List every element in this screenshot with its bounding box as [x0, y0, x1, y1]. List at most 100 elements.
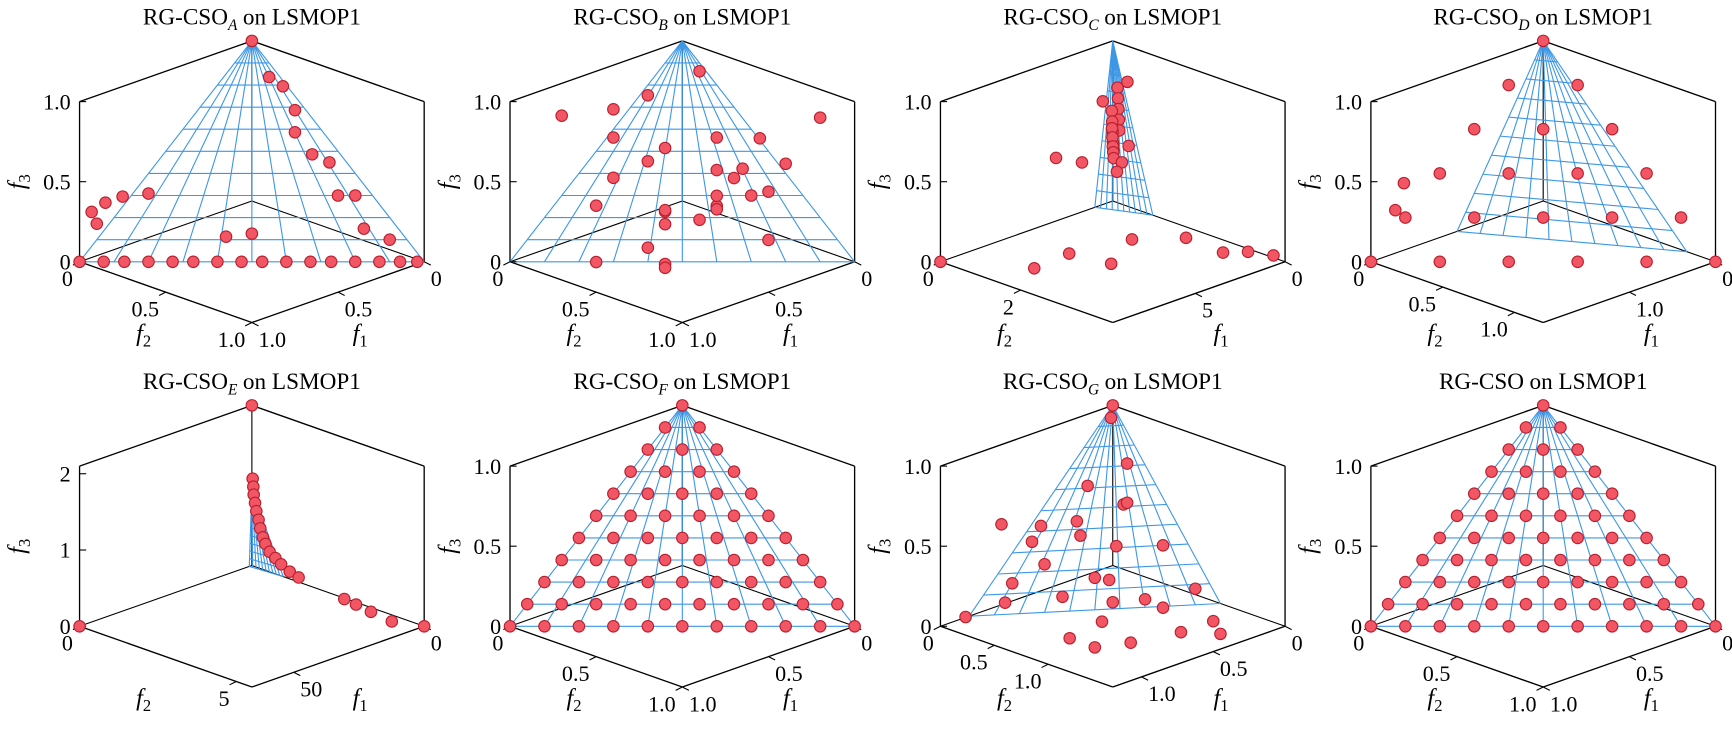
- point: [1588, 465, 1602, 478]
- point: [1554, 553, 1567, 567]
- point: [1571, 531, 1584, 545]
- x-tick-label: 0: [431, 631, 442, 656]
- y-tick: [933, 625, 941, 631]
- point: [1571, 78, 1584, 92]
- point: [1122, 139, 1135, 153]
- point: [572, 619, 586, 633]
- point: [255, 255, 269, 269]
- axis-line: [1370, 404, 1544, 467]
- front-mesh: [1018, 405, 1114, 614]
- chart-title: RG-CSOA on LSMOP1: [143, 4, 361, 34]
- y-axis-label-main: f: [136, 320, 146, 347]
- front-mesh: [79, 40, 253, 263]
- z-axis-label-sub: 3: [876, 539, 895, 547]
- chart-title-sub: A: [227, 17, 238, 34]
- y-axis-label-main: f: [1427, 320, 1437, 347]
- x-axis-label: f1: [1644, 684, 1659, 715]
- point: [607, 131, 620, 144]
- point: [1467, 122, 1481, 136]
- z-tick-label: 0.5: [1334, 534, 1362, 559]
- z-tick-label: 0: [60, 614, 71, 639]
- y-tick: [1450, 656, 1458, 661]
- point: [934, 255, 947, 269]
- point: [1063, 631, 1076, 645]
- point: [779, 531, 792, 545]
- front-mesh: [1479, 40, 1544, 234]
- z-axis-label-sub: 3: [445, 539, 464, 547]
- point: [1467, 531, 1481, 545]
- point: [1450, 597, 1464, 611]
- point: [1156, 539, 1170, 552]
- point: [274, 557, 288, 571]
- axis-line: [682, 40, 855, 103]
- x-axis-label-main: f: [1213, 320, 1223, 347]
- y-tick-label: 0.5: [562, 661, 590, 686]
- z-axis-label-main: f: [3, 179, 30, 189]
- chart-title-suffix: on LSMOP1: [673, 369, 791, 395]
- x-axis-label-sub: 1: [790, 696, 798, 715]
- point: [1106, 595, 1120, 609]
- x-axis-label-sub: 1: [1651, 696, 1659, 715]
- x-tick: [1195, 292, 1203, 298]
- point: [727, 509, 741, 523]
- chart-title-main: RG-CSO: [573, 4, 658, 30]
- front-mesh: [1473, 405, 1544, 627]
- point: [1657, 597, 1671, 611]
- point: [1450, 553, 1464, 567]
- axis-line: [940, 625, 1113, 688]
- axis-line: [1112, 625, 1286, 688]
- point: [676, 575, 689, 589]
- point: [831, 597, 844, 611]
- point: [727, 465, 741, 478]
- axis-line: [509, 40, 683, 103]
- y-tick-label: 0: [492, 266, 503, 291]
- point: [1038, 558, 1051, 571]
- point: [1025, 535, 1039, 549]
- point: [1096, 94, 1110, 108]
- point: [324, 255, 338, 269]
- z-axis-label-sub: 3: [1306, 539, 1325, 547]
- axis-line: [251, 404, 425, 467]
- y-tick-label: 1.0: [218, 327, 246, 352]
- point: [1081, 479, 1094, 493]
- point: [693, 597, 706, 611]
- point: [658, 553, 672, 567]
- z-tick-label: 1.0: [474, 454, 502, 479]
- x-tick-label: 1.0: [1636, 296, 1664, 321]
- point: [292, 571, 305, 584]
- point: [276, 79, 290, 93]
- point: [779, 575, 792, 589]
- axis-line: [79, 625, 253, 688]
- point: [1088, 641, 1102, 654]
- z-axis-label-sub: 3: [876, 174, 895, 182]
- point: [607, 103, 620, 116]
- axis-line: [1542, 404, 1716, 467]
- point: [1657, 553, 1671, 567]
- point: [1502, 255, 1516, 269]
- point: [658, 465, 672, 478]
- front-mesh: [1525, 40, 1544, 238]
- y-axis-label: f2: [567, 684, 582, 715]
- y-axis-label: f2: [1427, 684, 1442, 715]
- z-axis-label-sub: 3: [445, 174, 464, 182]
- point: [417, 619, 431, 633]
- y-tick: [987, 644, 995, 650]
- front-mesh: [543, 405, 683, 627]
- chart-title-sub: B: [658, 17, 668, 34]
- chart-title-main: RG-CSO: [573, 369, 658, 395]
- x-tick: [1213, 651, 1221, 656]
- point: [1467, 487, 1481, 501]
- point: [736, 162, 749, 176]
- point: [710, 189, 724, 203]
- x-tick: [768, 291, 776, 296]
- point: [1605, 122, 1619, 136]
- y-axis-label-sub: 2: [573, 331, 581, 350]
- x-axis-label-main: f: [783, 684, 793, 711]
- point: [1674, 575, 1688, 589]
- point: [995, 517, 1008, 531]
- point: [1623, 509, 1636, 523]
- point: [410, 255, 424, 269]
- point: [796, 553, 810, 567]
- point: [1214, 627, 1227, 641]
